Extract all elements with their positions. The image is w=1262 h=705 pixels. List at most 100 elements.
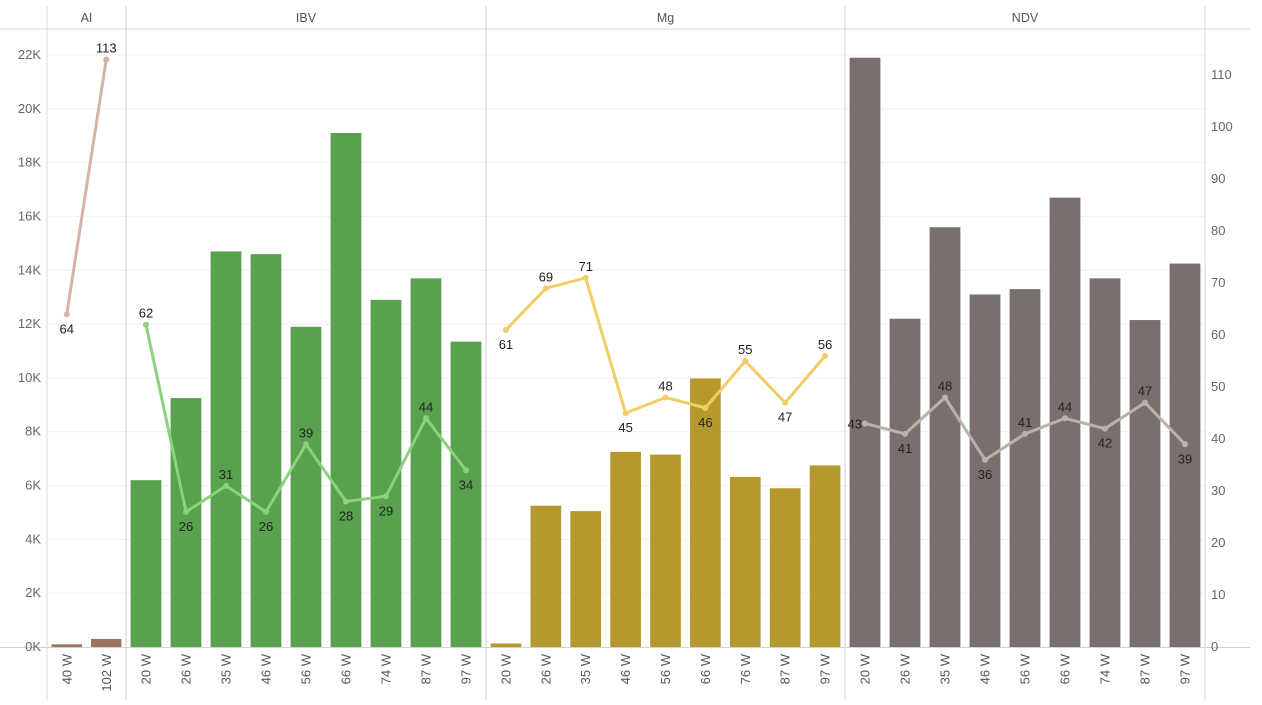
x-tick-label: 56 W bbox=[658, 653, 673, 684]
x-tick-label: 46 W bbox=[978, 653, 993, 684]
y-left-tick-label: 14K bbox=[18, 262, 41, 277]
bar bbox=[1089, 278, 1121, 647]
bar bbox=[250, 254, 282, 648]
panel-title: NDV bbox=[1012, 11, 1039, 25]
y-left-tick-label: 8K bbox=[25, 424, 41, 439]
bar bbox=[1009, 289, 1041, 647]
bar bbox=[729, 476, 761, 647]
data-label: 41 bbox=[898, 441, 912, 456]
line-point bbox=[143, 321, 149, 328]
line-point bbox=[63, 311, 70, 318]
bar bbox=[130, 480, 162, 647]
line-point bbox=[1142, 399, 1148, 406]
data-label: 26 bbox=[259, 519, 273, 534]
bar bbox=[969, 294, 1001, 647]
y-left-tick-label: 4K bbox=[25, 531, 41, 546]
line-point bbox=[1062, 415, 1068, 422]
data-label: 48 bbox=[938, 378, 952, 393]
x-tick-label: 76 W bbox=[738, 653, 753, 684]
line-point bbox=[982, 456, 988, 463]
x-tick-label: 40 W bbox=[59, 653, 74, 684]
y-left-tick-label: 16K bbox=[18, 208, 41, 223]
data-label: 69 bbox=[539, 269, 553, 284]
bar bbox=[1129, 320, 1161, 647]
data-label: 41 bbox=[1018, 415, 1032, 430]
line-point bbox=[622, 410, 629, 417]
line-point bbox=[782, 399, 789, 406]
panel-title: Mg bbox=[657, 11, 674, 25]
x-tick-label: 97 W bbox=[1178, 653, 1193, 684]
y-right-tick-label: 100 bbox=[1211, 119, 1233, 134]
data-label: 39 bbox=[1178, 451, 1192, 466]
data-label: 43 bbox=[848, 416, 862, 431]
data-label: 64 bbox=[60, 321, 74, 336]
line-point bbox=[862, 420, 868, 427]
data-label: 36 bbox=[978, 467, 992, 482]
y-right-tick-label: 20 bbox=[1211, 535, 1225, 550]
x-tick-label: 102 W bbox=[99, 653, 114, 691]
data-label: 61 bbox=[499, 337, 513, 352]
y-right-tick-label: 10 bbox=[1211, 587, 1225, 602]
bar bbox=[650, 454, 681, 647]
x-tick-label: 26 W bbox=[538, 653, 553, 684]
x-tick-label: 20 W bbox=[858, 653, 873, 684]
data-label: 31 bbox=[219, 467, 233, 482]
data-label: 47 bbox=[778, 410, 792, 425]
line-point bbox=[423, 415, 429, 422]
x-tick-label: 66 W bbox=[1058, 653, 1073, 684]
line-point bbox=[502, 326, 509, 333]
x-tick-label: 56 W bbox=[1018, 653, 1033, 684]
bar bbox=[809, 465, 841, 647]
panel-title: IBV bbox=[296, 11, 317, 25]
y-left-tick-label: 2K bbox=[25, 585, 41, 600]
y-right-tick-label: 70 bbox=[1211, 275, 1225, 290]
line-point bbox=[1182, 441, 1188, 448]
line-point bbox=[463, 467, 469, 474]
bar bbox=[490, 643, 522, 647]
data-label: 56 bbox=[818, 337, 832, 352]
x-tick-label: 46 W bbox=[618, 653, 633, 684]
bar bbox=[410, 278, 442, 647]
x-tick-label: 35 W bbox=[938, 653, 953, 684]
line-point bbox=[183, 508, 189, 515]
data-label: 48 bbox=[658, 378, 672, 393]
data-label: 71 bbox=[578, 259, 592, 274]
line-point bbox=[263, 508, 269, 515]
bar bbox=[530, 505, 562, 647]
line-point bbox=[542, 285, 549, 292]
data-label: 62 bbox=[139, 306, 153, 321]
bar bbox=[51, 644, 82, 647]
line-point bbox=[742, 358, 749, 365]
data-label: 39 bbox=[299, 425, 313, 440]
data-label: 47 bbox=[1138, 384, 1152, 399]
data-label: 26 bbox=[179, 519, 193, 534]
line-point bbox=[1102, 425, 1108, 432]
data-label: 42 bbox=[1098, 436, 1112, 451]
x-tick-label: 66 W bbox=[698, 653, 713, 684]
y-right-tick-label: 50 bbox=[1211, 379, 1225, 394]
bar bbox=[570, 511, 602, 647]
line-point bbox=[1022, 430, 1028, 437]
line-point bbox=[303, 441, 309, 448]
y-left-tick-label: 20K bbox=[18, 101, 41, 116]
y-left-tick-label: 12K bbox=[18, 316, 41, 331]
x-tick-label: 35 W bbox=[578, 653, 593, 684]
x-tick-label: 87 W bbox=[778, 653, 793, 684]
line-point bbox=[822, 352, 829, 359]
data-label: 28 bbox=[339, 508, 353, 523]
line-point bbox=[702, 404, 709, 411]
series-line bbox=[65, 59, 108, 315]
x-tick-label: 74 W bbox=[379, 653, 394, 684]
data-label: 45 bbox=[618, 420, 632, 435]
y-right-tick-label: 0 bbox=[1211, 639, 1218, 654]
y-right-tick-label: 60 bbox=[1211, 327, 1225, 342]
data-label: 29 bbox=[379, 503, 393, 518]
y-right-tick-label: 30 bbox=[1211, 483, 1225, 498]
x-tick-label: 97 W bbox=[459, 653, 474, 684]
y-left-tick-label: 18K bbox=[18, 155, 41, 170]
panel-frame bbox=[0, 6, 1250, 700]
bar bbox=[170, 398, 202, 647]
y-right-tick-label: 40 bbox=[1211, 431, 1225, 446]
